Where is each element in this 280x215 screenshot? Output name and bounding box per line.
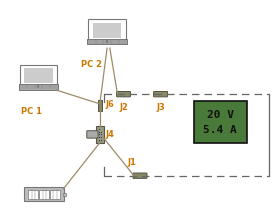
Text: J4: J4: [105, 130, 114, 139]
Text: J3: J3: [156, 103, 165, 112]
FancyBboxPatch shape: [194, 101, 247, 143]
FancyBboxPatch shape: [154, 92, 167, 97]
FancyBboxPatch shape: [88, 19, 126, 41]
Text: J6: J6: [105, 100, 114, 109]
Bar: [64, 193, 66, 196]
FancyBboxPatch shape: [133, 173, 147, 178]
Bar: [24, 68, 53, 83]
Bar: [50, 190, 60, 199]
FancyBboxPatch shape: [24, 187, 64, 201]
Bar: [93, 23, 121, 38]
FancyBboxPatch shape: [96, 126, 104, 143]
Text: J1: J1: [127, 158, 136, 167]
Bar: [29, 190, 38, 199]
FancyBboxPatch shape: [116, 92, 130, 97]
Bar: [39, 190, 49, 199]
Text: 20 V: 20 V: [207, 110, 234, 120]
Text: J2: J2: [119, 103, 128, 112]
Text: PC 1: PC 1: [21, 107, 42, 115]
FancyBboxPatch shape: [98, 100, 102, 111]
Text: PC 2: PC 2: [81, 60, 102, 69]
FancyBboxPatch shape: [19, 84, 58, 90]
Text: 5.4 A: 5.4 A: [203, 125, 237, 135]
FancyBboxPatch shape: [87, 39, 127, 45]
FancyBboxPatch shape: [20, 65, 57, 86]
FancyBboxPatch shape: [87, 131, 98, 138]
